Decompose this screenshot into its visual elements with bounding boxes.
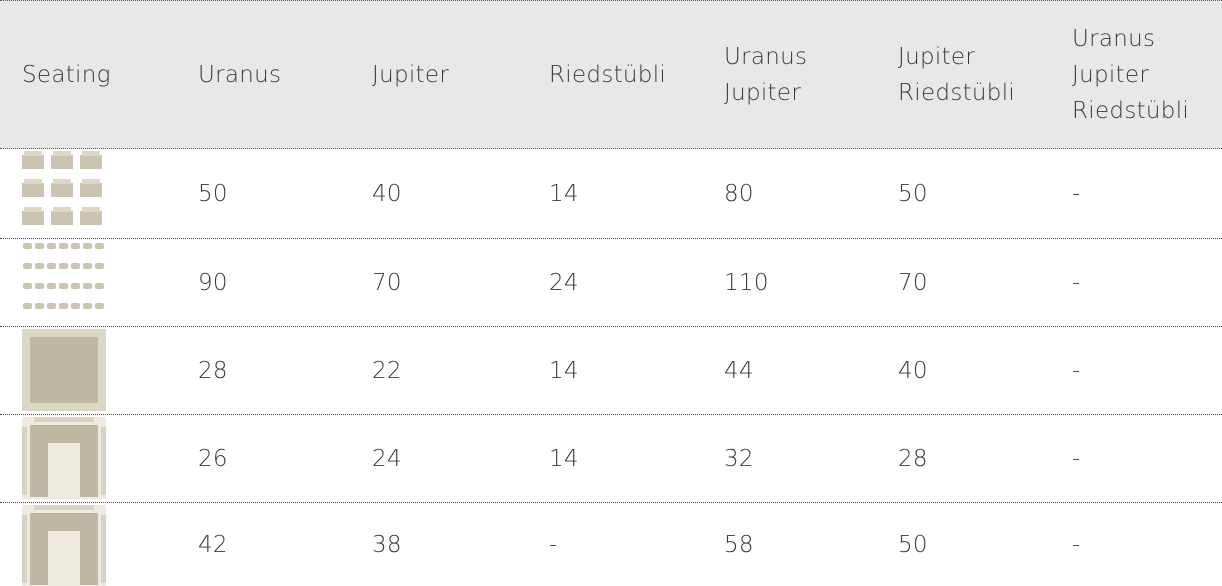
data-cell: 28: [198, 358, 228, 384]
data-cell: -: [1072, 532, 1081, 558]
body-row: 42 38 - 58 50 -: [0, 502, 1222, 586]
header-cell: Jupiter Riedstübli: [898, 44, 1016, 106]
seating-icon: [22, 505, 106, 586]
data-cell: -: [1072, 446, 1081, 472]
data-cell: 32: [724, 446, 754, 472]
data-cell: 50: [898, 532, 928, 558]
data-cell: 14: [549, 358, 579, 384]
data-cell: -: [1072, 270, 1081, 296]
seating-icon: [22, 329, 106, 411]
header-cell: Jupiter: [372, 62, 450, 88]
body-row: 28 22 14 44 40 -: [0, 326, 1222, 415]
header-cell: Uranus: [198, 62, 282, 88]
data-cell: 50: [198, 181, 228, 207]
data-cell: 24: [372, 446, 402, 472]
data-cell: 42: [198, 532, 228, 558]
data-cell: 58: [724, 532, 754, 558]
data-cell: 50: [898, 181, 928, 207]
data-cell: 24: [549, 270, 579, 296]
body-row: 90 70 24 110 70 -: [0, 238, 1222, 327]
header-cell: Uranus Jupiter Riedstübli: [1072, 26, 1190, 124]
data-cell: 40: [372, 181, 402, 207]
body-row: 50 40 14 80 50 -: [0, 148, 1222, 239]
header-cell: Riedstübli: [549, 62, 667, 88]
data-cell: 70: [898, 270, 928, 296]
data-cell: 70: [372, 270, 402, 296]
data-cell: 90: [198, 270, 228, 296]
data-cell: 22: [372, 358, 402, 384]
data-cell: 14: [549, 446, 579, 472]
data-cell: 110: [724, 270, 769, 296]
header-cell: Uranus Jupiter: [724, 44, 808, 106]
seating-icon: [22, 151, 102, 225]
data-cell: -: [1072, 358, 1081, 384]
data-cell: 44: [724, 358, 754, 384]
data-cell: -: [1072, 181, 1081, 207]
data-cell: 40: [898, 358, 928, 384]
data-cell: 38: [372, 532, 402, 558]
seating-icon: [22, 241, 106, 321]
data-cell: 80: [724, 181, 754, 207]
header-cell: Seating: [22, 62, 111, 88]
data-cell: 28: [898, 446, 928, 472]
seating-icon: [22, 417, 106, 499]
body-row: 26 24 14 32 28 -: [0, 414, 1222, 503]
data-cell: -: [549, 532, 558, 558]
data-cell: 26: [198, 446, 228, 472]
header-row: Seating Uranus Jupiter Riedstübli Uranus Jup…: [0, 0, 1222, 149]
data-cell: 14: [549, 181, 579, 207]
